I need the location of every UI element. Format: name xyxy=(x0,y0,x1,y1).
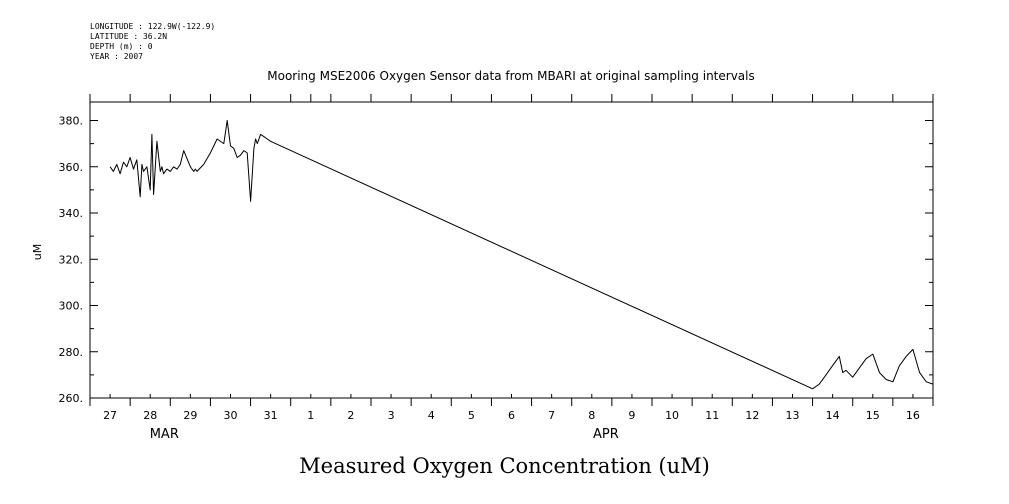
x-tick-label: 31 xyxy=(264,409,278,422)
x-tick-label: 27 xyxy=(103,409,117,422)
x-tick-label: 10 xyxy=(665,409,679,422)
plot-frame xyxy=(89,101,934,399)
chart-title: Mooring MSE2006 Oxygen Sensor data from … xyxy=(267,69,755,83)
y-tick-label: 380. xyxy=(59,115,84,128)
y-tick-label: 360. xyxy=(59,161,84,174)
x-tick-label: 9 xyxy=(628,409,635,422)
y-tick-label: 280. xyxy=(59,346,84,359)
y-axis-label: uM xyxy=(31,244,44,260)
x-tick-label: 12 xyxy=(745,409,759,422)
x-tick-label: 11 xyxy=(705,409,719,422)
month-label: APR xyxy=(593,427,619,442)
y-tick-label: 300. xyxy=(59,300,84,313)
y-tick-label: 320. xyxy=(59,253,84,266)
x-tick-label: 30 xyxy=(224,409,238,422)
x-tick-label: 29 xyxy=(183,409,197,422)
x-tick-label: 14 xyxy=(826,409,840,422)
x-tick-label: 5 xyxy=(468,409,475,422)
oxygen-series-line xyxy=(109,120,934,390)
x-tick-label: 8 xyxy=(588,409,595,422)
x-tick-label: 2 xyxy=(347,409,354,422)
axis-ticks xyxy=(89,94,934,406)
x-axis-title: Measured Oxygen Concentration (uM) xyxy=(299,454,710,478)
x-tick-label: 3 xyxy=(388,409,395,422)
x-tick-label: 7 xyxy=(548,409,555,422)
x-tick-label: 4 xyxy=(428,409,435,422)
y-tick-label: 260. xyxy=(59,392,84,405)
x-tick-label: 1 xyxy=(307,409,314,422)
x-tick-label: 13 xyxy=(786,409,800,422)
x-tick-label: 28 xyxy=(143,409,157,422)
x-tick-label: 6 xyxy=(508,409,515,422)
longitude-text: LONGITUDE : 122.9W(-122.9) xyxy=(90,22,216,31)
month-label: MAR xyxy=(150,427,179,442)
station-info: LONGITUDE : 122.9W(-122.9) LATITUDE : 36… xyxy=(90,22,215,62)
depth-text: DEPTH (m) : 0 xyxy=(90,42,153,51)
axis-labels: 260.280.300.320.340.360.380.27 28 29 30 31 1 2… xyxy=(59,115,920,443)
y-tick-label: 340. xyxy=(59,207,84,220)
x-tick-label: 16 xyxy=(906,409,920,422)
x-tick-label: 15 xyxy=(866,409,880,422)
latitude-text: LATITUDE : 36.2N xyxy=(90,32,168,41)
year-text: YEAR : 2007 xyxy=(90,52,143,61)
